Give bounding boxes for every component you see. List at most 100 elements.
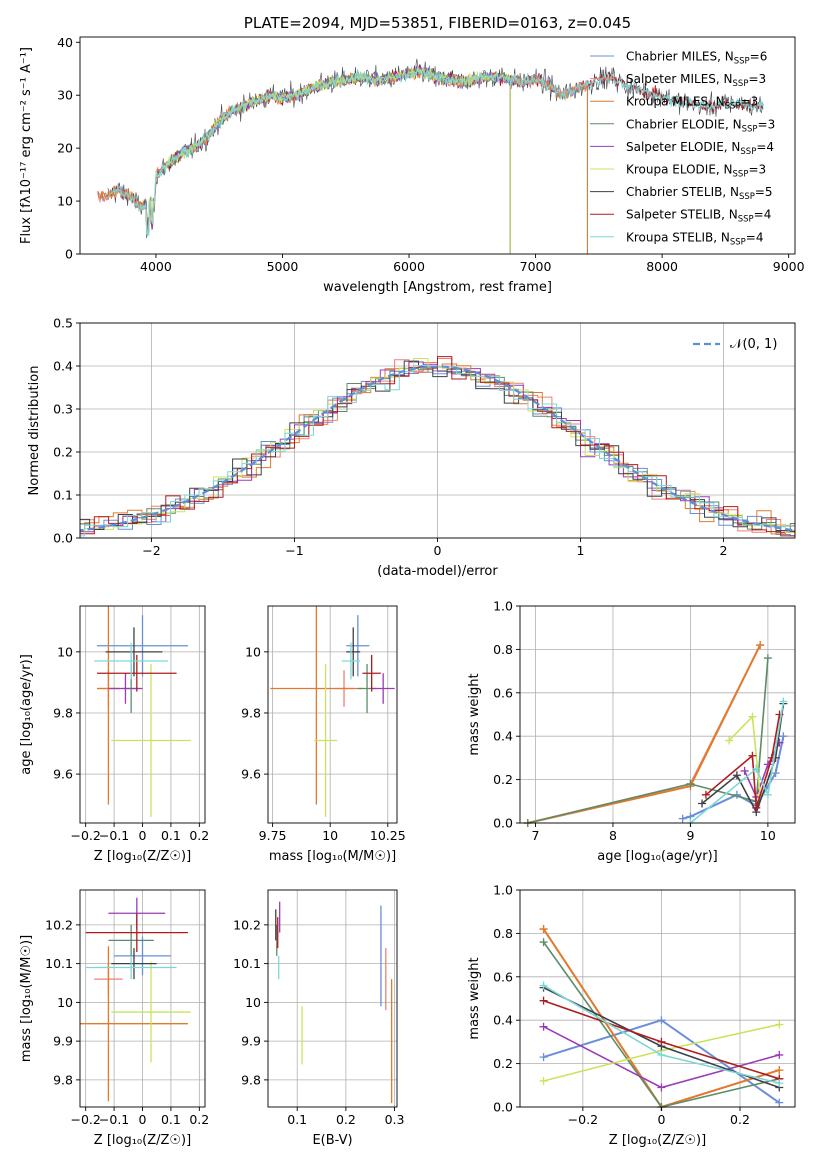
y-tick-label: 9.9 bbox=[53, 1034, 73, 1049]
y-tick-label: 9.6 bbox=[53, 767, 73, 782]
y-tick-label: 10.2 bbox=[233, 917, 261, 932]
frame-age-weight: 7 8 9 10 0.0 0.2 0.4 0.6 0.8 1.0 age [log₁₀(age/yr… bbox=[467, 599, 796, 864]
series-marker bbox=[763, 654, 772, 663]
x-tick-label: 5000 bbox=[267, 259, 299, 274]
x-tick-label: 10.25 bbox=[370, 828, 406, 843]
x-tick-label: 0.2 bbox=[189, 828, 209, 843]
x-axis-label: E(B-V) bbox=[312, 1133, 352, 1148]
legend-sub: SSP bbox=[730, 237, 746, 247]
normal-curve bbox=[80, 365, 795, 532]
legend-label: Chabrier STELIB, N bbox=[626, 185, 739, 199]
series-marker bbox=[775, 1079, 784, 1088]
legend-tail: =3 bbox=[741, 95, 759, 109]
legend-entry: Kroupa ELODIE, NSSP=3 bbox=[626, 163, 766, 180]
axes-mass-age bbox=[268, 606, 397, 823]
axes-residuals bbox=[80, 322, 795, 539]
x-axis-label: Z [log₁₀(Z/Z☉)] bbox=[609, 1133, 706, 1148]
y-axis-label: mass weight bbox=[467, 957, 482, 1039]
frame-Z-age: −0.2−0.1 0 0.1 0.2 9.6 9.8 10 Z [log₁₀(Z/Z☉)] ag… bbox=[19, 605, 209, 864]
x-axis-label: age [log₁₀(age/yr)] bbox=[597, 849, 718, 864]
y-axis-label: Flux [fλ10⁻¹⁷ erg cm⁻² s⁻¹ A⁻¹] bbox=[19, 47, 34, 244]
y-tick-label: 9.6 bbox=[241, 767, 261, 782]
series-kroupa-stelib bbox=[689, 701, 785, 824]
axes-frame bbox=[267, 605, 398, 824]
legend-label: Chabrier ELODIE, N bbox=[626, 117, 742, 131]
y-tick-label: 0.8 bbox=[493, 926, 513, 941]
x-tick-label: 0.1 bbox=[287, 1112, 307, 1127]
x-tick-label: −0.1 bbox=[99, 1112, 129, 1127]
errorbars-Z-mass bbox=[80, 897, 191, 1102]
frame-EBV-mass: 0.1 0.2 0.3 9.8 9.9 10 10.1 10.2 E(B-V) bbox=[233, 889, 405, 1148]
x-tick-label: −2 bbox=[142, 543, 160, 558]
series-marker bbox=[686, 779, 695, 788]
y-tick-label: 10 bbox=[57, 194, 73, 209]
x-tick-label: 1 bbox=[577, 543, 585, 558]
legend-entry: Chabrier ELODIE, NSSP=3 bbox=[626, 117, 775, 134]
legend-entry: Kroupa MILES, NSSP=3 bbox=[626, 95, 758, 112]
x-tick-label: 0 bbox=[139, 828, 147, 843]
legend-tail: =4 bbox=[754, 208, 772, 222]
y-tick-label: 0.5 bbox=[53, 316, 73, 331]
y-axis-label: Normed distribution bbox=[27, 366, 42, 496]
y-axis-label: mass [log₁₀(M/M☉)] bbox=[19, 935, 34, 1062]
x-axis-label: wavelength [Angstrom, rest frame] bbox=[323, 280, 552, 295]
legend-label: Kroupa MILES, N bbox=[626, 95, 725, 109]
legend-sub: SSP bbox=[734, 57, 750, 67]
x-tick-label: 2 bbox=[720, 543, 728, 558]
x-tick-label: 4000 bbox=[140, 259, 172, 274]
y-tick-label: 0.2 bbox=[493, 1056, 513, 1071]
legend-entry: Chabrier STELIB, NSSP=5 bbox=[626, 185, 773, 202]
legend-label: Chabrier MILES, N bbox=[626, 50, 734, 64]
frame-mass-age: 9.75 10 10.25 9.6 9.8 10 mass [log₁₀(M/M☉)] bbox=[241, 605, 406, 864]
legend-sub: SSP bbox=[739, 192, 755, 202]
series-marker bbox=[779, 697, 788, 706]
x-tick-label: 7000 bbox=[520, 259, 552, 274]
series-marker bbox=[756, 641, 765, 650]
y-tick-label: 10 bbox=[245, 644, 261, 659]
series-marker bbox=[539, 1022, 548, 1031]
x-tick-label: 8000 bbox=[646, 259, 678, 274]
axes-frame bbox=[519, 605, 796, 824]
legend-entry: Salpeter MILES, NSSP=3 bbox=[626, 72, 766, 89]
y-tick-label: 0.4 bbox=[53, 359, 73, 374]
legend-label: Salpeter MILES, N bbox=[626, 72, 733, 86]
spectrum-plot bbox=[97, 58, 764, 254]
x-tick-label: 0.3 bbox=[385, 1112, 405, 1127]
y-tick-label: 0.2 bbox=[493, 772, 513, 787]
y-tick-label: 1.0 bbox=[493, 599, 513, 614]
y-tick-label: 10 bbox=[245, 995, 261, 1010]
y-tick-label: 0 bbox=[65, 247, 73, 262]
y-tick-label: 10 bbox=[57, 644, 73, 659]
legend-tail: =4 bbox=[746, 230, 764, 244]
x-tick-label: −0.1 bbox=[99, 828, 129, 843]
x-tick-label: −0.2 bbox=[71, 1112, 101, 1127]
y-tick-label: 9.8 bbox=[241, 705, 261, 720]
series-marker bbox=[539, 981, 548, 990]
y-axis-label: age [log₁₀(age/yr)] bbox=[19, 654, 34, 775]
y-tick-label: 10.2 bbox=[45, 917, 73, 932]
x-tick-label: 0 bbox=[139, 1112, 147, 1127]
lines-Z-weight bbox=[539, 925, 784, 1111]
series-marker bbox=[698, 799, 707, 808]
axes-Z-mass bbox=[80, 890, 205, 1107]
y-tick-label: 9.8 bbox=[53, 705, 73, 720]
series-marker bbox=[775, 1050, 784, 1059]
series-marker bbox=[763, 790, 772, 799]
y-tick-label: 1.0 bbox=[493, 883, 513, 898]
y-tick-label: 30 bbox=[57, 88, 73, 103]
axes-EBV-mass bbox=[268, 890, 397, 1107]
legend-tail: =3 bbox=[748, 72, 766, 86]
y-tick-label: 0.8 bbox=[493, 642, 513, 657]
legend-entry: Salpeter STELIB, NSSP=4 bbox=[626, 208, 771, 225]
y-tick-label: 0.6 bbox=[493, 685, 513, 700]
x-tick-label: 10 bbox=[760, 828, 776, 843]
series-marker bbox=[725, 736, 734, 745]
legend-label: Kroupa STELIB, N bbox=[626, 230, 730, 244]
legend-label: Salpeter STELIB, N bbox=[626, 208, 738, 222]
axes-frame bbox=[267, 889, 398, 1108]
legend-tail: =3 bbox=[758, 117, 776, 131]
legend-label: Kroupa ELODIE, N bbox=[626, 163, 733, 177]
histograms bbox=[80, 356, 795, 537]
x-tick-label: 0.1 bbox=[161, 828, 181, 843]
